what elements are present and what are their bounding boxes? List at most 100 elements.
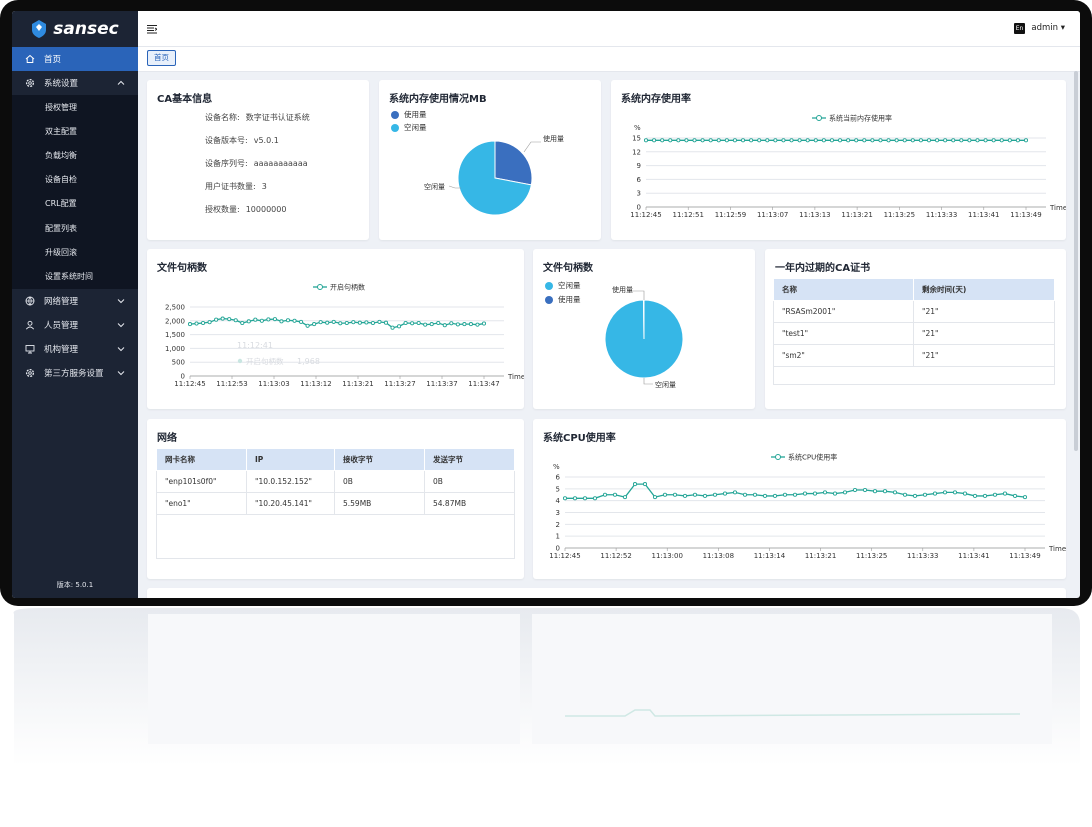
data-point	[652, 138, 657, 143]
submenu-item[interactable]: 授权管理	[12, 95, 138, 120]
y-tick-label: 2,000	[165, 317, 185, 325]
submenu-item[interactable]: 设备自检	[12, 167, 138, 192]
table-row[interactable]: "RSASm2001" "21"	[773, 300, 1055, 323]
table-row[interactable]: "sm2" "21"	[773, 344, 1055, 367]
sidebar-item-network[interactable]: 网络管理	[12, 289, 138, 313]
expiring-certs-table: 名称 剩余时间(天) "RSASm2001" "21" "test1" "21" "s…	[773, 278, 1055, 385]
submenu-item[interactable]: 双主配置	[12, 119, 138, 144]
y-tick-label: 1,000	[165, 345, 185, 353]
sidebar-item-system-settings[interactable]: 系统设置	[12, 71, 138, 95]
info-value: aaaaaaaaaaa	[253, 159, 308, 168]
x-tick-label: 11:13:33	[926, 211, 957, 219]
memory-pie-chart	[448, 140, 541, 216]
data-point	[878, 138, 883, 143]
data-point	[331, 319, 336, 324]
data-point	[676, 138, 681, 143]
data-point	[481, 321, 487, 326]
data-point	[612, 492, 618, 497]
table-cell: "21"	[913, 322, 1055, 345]
network-table: 网卡名称 IP 接收字节 发送字节 "enp101s0f0" "10.0.152.152…	[156, 448, 515, 559]
file-handle-card: 文件句柄数 0 500 1,000 1,500 2,000 2,500 Time 11:12:…	[147, 249, 524, 409]
data-point	[732, 138, 737, 143]
y-tick-label: 9	[637, 162, 641, 170]
info-label: 设备版本号:	[205, 136, 248, 145]
data-point	[325, 320, 330, 325]
tab-home[interactable]: 首页	[147, 50, 176, 66]
table-row[interactable]: "enp101s0f0" "10.0.152.152" 0B 0B	[156, 470, 515, 493]
legend-label: 空闲量	[558, 281, 581, 290]
scrollbar[interactable]	[1074, 71, 1078, 451]
card-title: 系统CPU使用率	[543, 433, 616, 444]
data-point	[201, 320, 206, 326]
data-point	[886, 138, 891, 143]
data-point	[220, 316, 225, 321]
tooltip-label: 开启句柄数	[246, 356, 284, 366]
table-row[interactable]: "eno1" "10.20.45.141" 5.59MB 54.87MB	[156, 492, 515, 515]
y-tick-label: 15	[632, 135, 641, 143]
data-point	[813, 138, 818, 143]
x-tick-label: 11:13:08	[703, 552, 734, 560]
submenu-item[interactable]: 负载均衡	[12, 143, 138, 168]
top-bar: En admin ▾	[138, 11, 1080, 47]
submenu-item[interactable]: 升级回滚	[12, 240, 138, 265]
language-toggle-button[interactable]: En	[1014, 23, 1025, 34]
brand-name: sansec	[53, 19, 119, 39]
y-tick-label: 0	[637, 204, 641, 212]
data-point	[910, 138, 915, 143]
data-point	[892, 490, 898, 495]
sidebar-item-home[interactable]: 首页	[12, 47, 138, 71]
y-tick-label: 5	[556, 485, 560, 493]
x-tick-label: 11:13:41	[968, 211, 999, 219]
y-tick-label: 1,500	[165, 331, 185, 339]
data-point	[455, 322, 460, 327]
y-axis-unit: %	[634, 124, 641, 132]
table-cell: "enp101s0f0"	[156, 470, 247, 493]
data-point	[882, 489, 888, 494]
data-point	[592, 496, 598, 501]
submenu-item[interactable]: 设置系统时间	[12, 264, 138, 289]
y-tick-label: 6	[637, 176, 642, 184]
card-title: CA基本信息	[157, 94, 213, 105]
data-point	[187, 322, 193, 327]
data-point	[975, 138, 980, 143]
legend-marker	[391, 110, 399, 119]
info-row: 用户证书数量: 3	[205, 181, 267, 192]
data-point	[854, 138, 859, 143]
menu-toggle-icon[interactable]	[147, 24, 157, 34]
table-cell: "sm2"	[773, 344, 914, 367]
legend-label: 空闲量	[404, 123, 427, 132]
data-point	[1012, 493, 1018, 498]
chevron-down-icon	[117, 322, 125, 327]
sidebar-item-third-party[interactable]: 第三方服务设置	[12, 361, 138, 385]
x-tick-label: 11:13:41	[958, 552, 989, 560]
sidebar-item-people[interactable]: 人员管理	[12, 313, 138, 337]
data-point	[338, 321, 343, 326]
data-point	[862, 487, 868, 493]
data-point	[318, 320, 323, 325]
data-point	[1007, 138, 1012, 143]
data-point	[233, 318, 238, 323]
user-menu[interactable]: admin ▾	[1031, 23, 1065, 33]
data-point	[643, 138, 649, 143]
data-point	[668, 138, 673, 143]
submenu-item[interactable]: 配置列表	[12, 215, 138, 241]
home-icon	[24, 54, 35, 65]
data-point	[762, 493, 768, 498]
data-point	[562, 496, 568, 501]
data-point	[253, 317, 258, 322]
legend-marker	[545, 281, 553, 290]
gear-icon	[24, 78, 35, 89]
pie-label-used: 使用量	[612, 286, 633, 294]
data-point	[259, 318, 264, 323]
card-title: 一年内过期的CA证书	[775, 263, 871, 274]
data-point	[781, 138, 786, 143]
data-point	[299, 319, 304, 324]
data-point	[672, 492, 678, 497]
sidebar-item-org[interactable]: 机构管理	[12, 337, 138, 361]
y-tick-label: 4	[556, 497, 561, 505]
x-tick-label: 11:12:52	[600, 552, 631, 560]
table-row[interactable]: "test1" "21"	[773, 322, 1055, 345]
submenu-item[interactable]: CRL配置	[12, 191, 138, 216]
data-point	[702, 493, 708, 498]
data-point	[312, 322, 317, 327]
